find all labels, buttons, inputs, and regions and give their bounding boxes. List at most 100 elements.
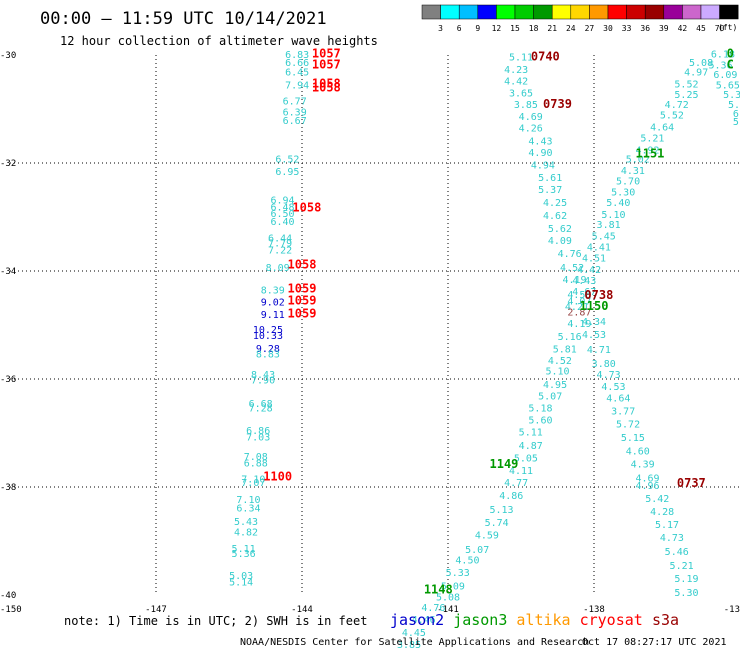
pass-time-label: 1059 bbox=[288, 306, 317, 320]
wave-height-value: 4.31 bbox=[621, 166, 645, 177]
wave-height-value: 4.58 bbox=[567, 290, 591, 301]
chart-title: 00:00 – 11:59 UTC 10/14/2021 bbox=[40, 9, 327, 29]
wave-height-value: 3.77 bbox=[611, 407, 635, 418]
legend-altika: altika bbox=[516, 611, 570, 629]
wave-height-value: 4.26 bbox=[519, 124, 543, 135]
wave-height-value: 5.45 bbox=[592, 232, 616, 243]
wave-height-value: 8.09 bbox=[266, 263, 290, 274]
colorbar-swatch bbox=[496, 4, 516, 20]
wave-height-value: 5.10 bbox=[601, 210, 625, 221]
pass-time-label: 0740 bbox=[531, 49, 560, 63]
x-tick-label: -138 bbox=[583, 605, 605, 615]
colorbar-swatch bbox=[533, 4, 553, 20]
colorbar-label: 21 bbox=[547, 24, 557, 33]
pass-time-label: 1150 bbox=[580, 299, 609, 313]
wave-height-value: 9.11 bbox=[261, 310, 285, 321]
note-text: note: 1) Time is in UTC; 2) SWH is in fe… bbox=[64, 614, 367, 628]
wave-height-value: 5.43 bbox=[234, 517, 258, 528]
wave-height-value: 5.62 bbox=[548, 224, 572, 235]
colorbar-label: 70 bbox=[715, 24, 725, 33]
wave-height-value: 5.14 bbox=[229, 577, 253, 588]
footer-timestamp: Oct 17 08:27:17 UTC 2021 bbox=[582, 637, 727, 648]
wave-height-value: 5.10 bbox=[545, 367, 569, 378]
pass-time-label: 0738 bbox=[584, 288, 613, 302]
wave-height-value: 3.80 bbox=[592, 359, 616, 370]
wave-height-value: 5.08 bbox=[689, 58, 713, 69]
wave-height-value: 4.21 bbox=[565, 302, 589, 313]
pass-time-label: 1057 bbox=[312, 58, 341, 72]
wave-height-value: 5.70 bbox=[616, 177, 640, 188]
pass-time-label: 1100 bbox=[263, 470, 292, 484]
wave-height-value: 6.44 bbox=[268, 233, 292, 244]
y-tick-label: -36 bbox=[0, 375, 16, 385]
wave-height-value: 4.96 bbox=[635, 481, 659, 492]
wave-height-value: 7.10 bbox=[236, 495, 260, 506]
wave-height-value: 5.72 bbox=[616, 420, 640, 431]
colorbar-swatch bbox=[570, 4, 590, 20]
wave-height-value: 5.40 bbox=[606, 198, 630, 209]
data-points: 6.836.666.457.94 6.776.396.67 6.52 6.95 6.94… bbox=[229, 50, 740, 650]
wave-height-value: 4.87 bbox=[519, 441, 543, 452]
footer-credit: NOAA/NESDIS Center for Satellite Applica… bbox=[240, 637, 589, 648]
wave-height-value: 8.39 bbox=[261, 286, 285, 297]
wave-height-value: 6.66 bbox=[285, 58, 309, 69]
y-tick-label: -40 bbox=[0, 591, 16, 601]
wave-height-value: 4.51 bbox=[582, 253, 606, 264]
pass-time-label: 1057 bbox=[312, 47, 341, 61]
wave-height-value: 3.81 bbox=[597, 220, 621, 231]
wave-height-value: 4.52 bbox=[548, 356, 572, 367]
wave-height-value: 4.45 bbox=[402, 628, 426, 639]
wave-height-value: 4.73 bbox=[660, 533, 684, 544]
wave-height-value: 4.42 bbox=[504, 77, 528, 88]
x-tick-label: -150 bbox=[0, 605, 22, 615]
wave-height-value: 5.36 bbox=[232, 549, 256, 560]
wave-height-value: 6.48 bbox=[270, 203, 294, 214]
wave-height-value: 4.19 bbox=[567, 319, 591, 330]
colorbar-label: 18 bbox=[529, 24, 539, 33]
pass-time-label: 0737 bbox=[677, 476, 706, 490]
legend-s3a: s3a bbox=[652, 611, 679, 629]
wave-height-value: 10.33 bbox=[253, 331, 283, 342]
wave-height-value: 4.95 bbox=[543, 380, 567, 391]
wave-height-value: 6.52 bbox=[275, 154, 299, 165]
wave-height-value: 4.92 bbox=[635, 145, 659, 156]
wave-height-value: 4.07 bbox=[567, 296, 591, 307]
wave-height-value: 5.08 bbox=[436, 592, 460, 603]
wave-height-value: 4.73 bbox=[597, 370, 621, 381]
y-tick-label: -30 bbox=[0, 51, 16, 61]
wave-height-value: 4.42 bbox=[577, 265, 601, 276]
colorbar-label: 24 bbox=[566, 24, 576, 33]
wave-height-value: 7.03 bbox=[246, 433, 270, 444]
wave-height-value: 6.88 bbox=[244, 458, 268, 469]
wave-height-value: 5.65 bbox=[716, 80, 740, 91]
colorbar-swatch bbox=[644, 4, 665, 20]
wave-height-value: 6.83 bbox=[285, 50, 309, 61]
colorbar-label: 12 bbox=[492, 24, 502, 33]
legend-jason3: jason3 bbox=[453, 611, 507, 629]
wave-height-value: 4.34 bbox=[582, 317, 606, 328]
colorbar-swatch bbox=[626, 4, 646, 20]
wave-height-value: 4.59 bbox=[475, 530, 499, 541]
wave-height-value: 6.47 bbox=[733, 109, 740, 120]
wave-height-value: 4.28 bbox=[650, 507, 674, 518]
x-tick-label: -147 bbox=[145, 605, 167, 615]
wave-height-value: 5.60 bbox=[528, 415, 552, 426]
wave-height-value: 10.25 bbox=[253, 325, 283, 336]
wave-height-value: 6.45 bbox=[285, 68, 309, 79]
wave-height-value: 3.65 bbox=[509, 89, 533, 100]
colorbar-swatch bbox=[458, 4, 479, 20]
wave-height-value: 5.96 bbox=[728, 100, 740, 111]
colorbar-swatch bbox=[682, 4, 702, 20]
colorbar-swatch bbox=[421, 4, 441, 20]
pass-time-label: C bbox=[727, 58, 734, 72]
wave-height-value: 6.34 bbox=[236, 503, 260, 514]
pass-time-label: 1058 bbox=[288, 257, 317, 271]
wave-height-value: 5.52 bbox=[674, 79, 698, 90]
colorbar-label: 3 bbox=[438, 24, 443, 33]
wave-height-value: 4.23 bbox=[504, 65, 528, 76]
colorbar-label: 42 bbox=[678, 24, 688, 33]
chart-subtitle: 12 hour collection of altimeter wave hei… bbox=[60, 34, 378, 48]
y-tick-label: -38 bbox=[0, 483, 16, 493]
pass-time-label: 1058 bbox=[312, 81, 341, 95]
